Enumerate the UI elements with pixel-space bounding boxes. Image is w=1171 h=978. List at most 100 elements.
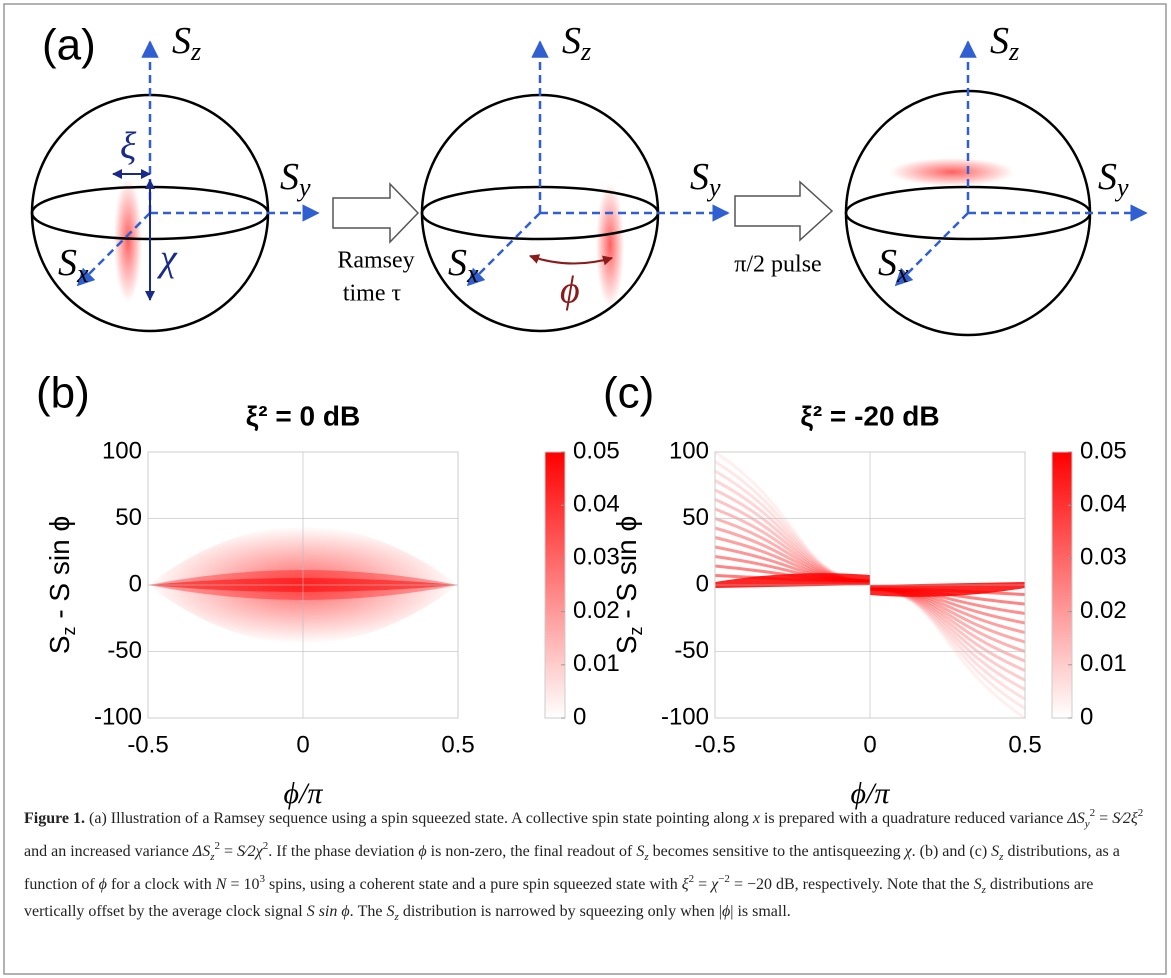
axis-symbol: S [990, 20, 1009, 62]
caption-text: y [1084, 818, 1090, 830]
caption-text: ϕ [418, 843, 427, 860]
axis-symbol: S [172, 20, 191, 62]
y-axis-label-part: z [626, 626, 646, 635]
axis-arrow [76, 212, 151, 287]
caption-text: becomes sensitive to the antisqueezing [648, 843, 905, 860]
colorbar-tick-label: 0.01 [573, 650, 620, 677]
colorbar-tick-label: 0 [1080, 703, 1093, 730]
colorbar [544, 451, 566, 719]
y-tick-label: 100 [102, 437, 142, 464]
caption-text: = [1095, 810, 1113, 827]
density-core [715, 573, 870, 588]
caption-text: χ [255, 843, 263, 860]
colorbar-tick-label: 0.02 [1080, 597, 1127, 624]
caption-text: z [394, 911, 399, 923]
step-label: π/2 pulse [734, 252, 821, 278]
plot-frame [714, 451, 1026, 719]
caption-text: distribution is narrowed by squeezing on… [398, 903, 722, 920]
colorbar-tick-label: 0 [573, 703, 586, 730]
sphere: Sz Sy Sx ξ χ [30, 20, 320, 333]
caption-text: is non-zero, the final readout of [426, 843, 637, 860]
panel-label: (c) [603, 369, 654, 418]
caption-text: ΔS [192, 843, 211, 860]
caption-text: ξ [681, 876, 689, 893]
y-tick-label: 0 [129, 570, 142, 597]
axis-symbol: S [878, 242, 897, 284]
annotation: χ [156, 238, 178, 280]
caption-text: 2 [688, 873, 695, 885]
caption-text: 2 [262, 840, 269, 852]
caption-text: χ [904, 843, 912, 860]
caption-text: . (b) and (c) [911, 843, 992, 860]
x-axis-label: ϕ/π [284, 777, 324, 810]
chart-title: ξ² = -20 dB [800, 400, 939, 431]
y-tick-label: 50 [682, 504, 709, 531]
axis-symbol: S [690, 156, 709, 198]
y-tick-label: -50 [674, 637, 709, 664]
y-axis-label-part: S [611, 635, 642, 654]
y-tick-label: -100 [94, 703, 142, 730]
axis-subscript: z [1008, 37, 1019, 66]
panel-label: (a) [42, 21, 96, 70]
caption-text: ξ [1130, 810, 1138, 827]
axis-subscript: y [296, 173, 311, 202]
caption-text: N [215, 876, 227, 893]
y-tick-label: 50 [115, 504, 142, 531]
caption-text: = [694, 876, 712, 893]
y-axis-label-part: - S sin ϕ [44, 516, 75, 627]
y-tick-label: 0 [696, 570, 709, 597]
colorbar-tick-label: 0.05 [1080, 437, 1127, 464]
caption-text: 2 [1089, 807, 1096, 819]
caption-text: Figure 1. [24, 810, 86, 827]
caption-text: z [981, 884, 986, 896]
x-axis-label: ϕ/π [851, 777, 891, 810]
x-tick-label: 0 [296, 731, 309, 758]
caption-text: ϕ [98, 876, 107, 893]
caption-text: for a clock with [106, 876, 216, 893]
axis-subscript: x [896, 259, 909, 288]
caption-text: S [991, 843, 1000, 860]
axis-arrow [466, 212, 541, 287]
caption-text: z [999, 851, 1004, 863]
caption-text: . The [349, 903, 387, 920]
axis-label: Sy [690, 156, 721, 202]
density-core [870, 582, 1025, 597]
caption-text: S [636, 843, 645, 860]
caption-text: S⁄2 [1112, 810, 1131, 827]
caption-text: | is small. [730, 903, 791, 920]
caption-text: . If the phase deviation [268, 843, 419, 860]
y-tick-label: 100 [669, 437, 709, 464]
sphere: Sz Sy Sx ϕ [420, 20, 730, 333]
axis-subscript: z [580, 37, 591, 66]
y-axis-label-part: z [59, 626, 79, 635]
caption-text: ϕ [721, 903, 731, 920]
step-label: Ramsey [337, 248, 414, 274]
caption-text: = 10 [226, 876, 260, 893]
caption-text: S sin ϕ [306, 903, 350, 920]
plot-frame [147, 451, 459, 719]
axis-label: Sz [990, 20, 1019, 66]
colorbar-tick-label: 0.03 [1080, 544, 1127, 571]
figure-caption: Figure 1. (a) Illustration of a Ramsey s… [24, 802, 1146, 928]
x-tick-label: -0.5 [694, 731, 735, 758]
caption-text: 3 [259, 873, 266, 885]
step-label: time τ [343, 281, 402, 307]
caption-text: −2 [718, 873, 730, 885]
axis-symbol: S [1098, 156, 1117, 198]
y-axis-label-part: S [44, 635, 75, 654]
panel-label: (b) [36, 369, 90, 418]
phi-arrow [529, 254, 613, 266]
annotation: ϕ [560, 270, 580, 312]
state-blob [596, 183, 624, 307]
caption-text: and an increased variance [24, 843, 193, 860]
state-blob [114, 178, 142, 302]
y-axis-label: Sz - S sin ϕ [44, 516, 78, 654]
caption-text: S⁄2 [237, 843, 256, 860]
colorbar-tick-label: 0.04 [1080, 491, 1127, 518]
colorbar-tick-label: 0.03 [573, 544, 620, 571]
y-tick-label: -100 [661, 703, 709, 730]
axis-subscript: z [190, 37, 201, 66]
caption-text: 2 [1137, 807, 1144, 819]
annotation: ξ [120, 126, 137, 168]
